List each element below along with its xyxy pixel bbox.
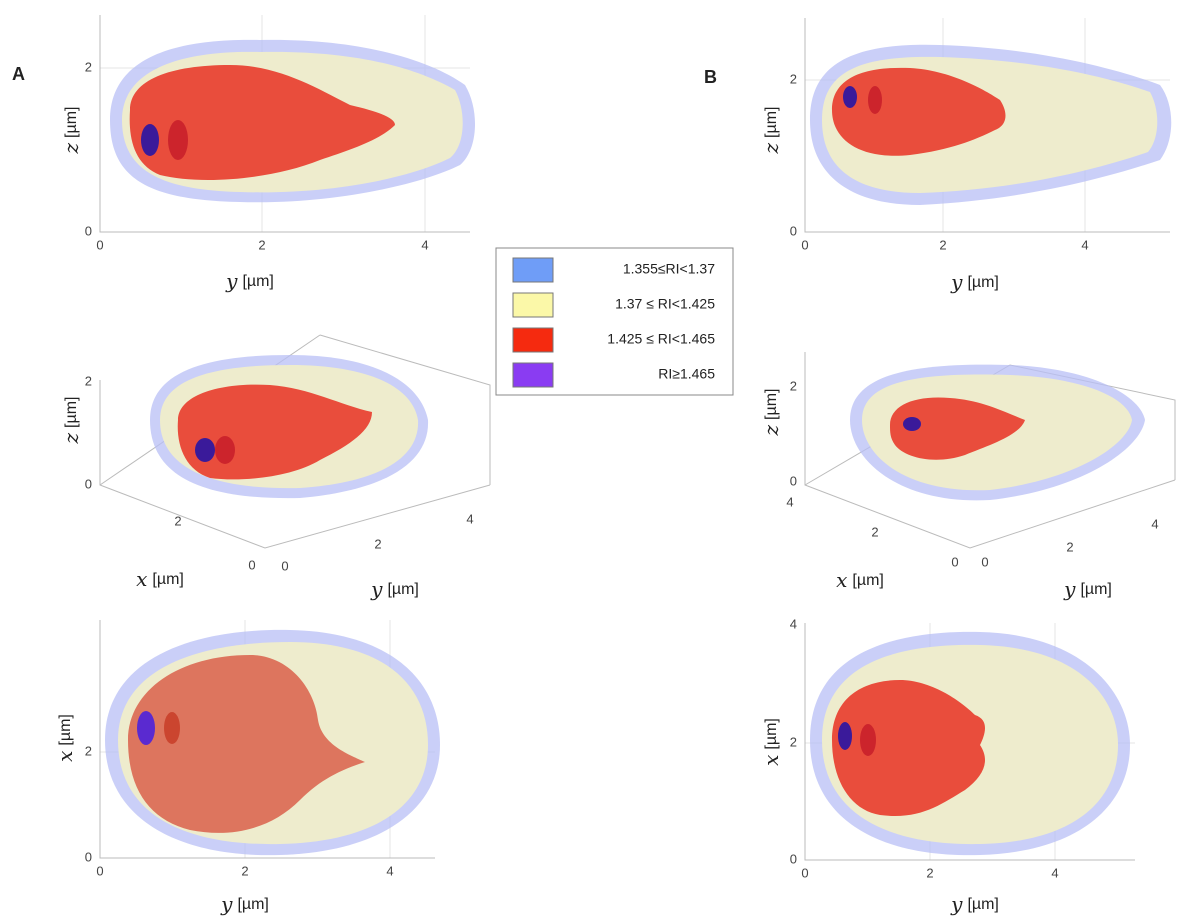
legend-label: RI≥1.465 [658,366,715,382]
axis-label: y[µm] [225,269,274,293]
axis-label: z[µm] [59,397,83,445]
tick-label: 4 [786,494,793,509]
tick-label: 2 [1066,539,1073,554]
panel-label: A [12,64,25,84]
tick-label: 4 [466,511,473,526]
tick-label: 2 [790,734,797,749]
legend-swatch [513,363,553,387]
tick-label: 0 [85,476,92,491]
tick-label: 2 [241,863,248,878]
tick-label: 4 [386,863,393,878]
plot-b-top: 0 2 0 2 4 y[µm] z[µm] [759,18,1172,294]
tick-label: 0 [801,237,808,252]
tick-label: 0 [85,849,92,864]
tick-label: 0 [951,554,958,569]
tick-label: 0 [790,473,797,488]
axis-label: x[µm] [759,718,783,766]
tick-label: 2 [258,237,265,252]
axis-label: z[µm] [759,389,783,437]
tick-label: 2 [939,237,946,252]
tick-label: 4 [421,237,428,252]
tick-label: 2 [790,378,797,393]
tick-label: 0 [96,237,103,252]
plot-b-3d: 2 0 4 2 0 0 2 4 x[µm] y[µm] z[µm] [759,352,1176,601]
axis-label: y[µm] [1063,577,1112,601]
plot-a-3d: 2 0 2 0 0 2 4 x[µm] y[µm] z[µm] [59,335,491,601]
axis-label: z[µm] [59,107,83,155]
tick-label: 2 [871,524,878,539]
legend-swatch [513,258,553,282]
legend: 1.355≤RI<1.37 1.37 ≤ RI<1.425 1.425 ≤ RI… [496,248,733,395]
tick-label: 2 [85,743,92,758]
plot-b-bottom: 0 2 4 0 2 4 y[µm] x[µm] [759,616,1136,915]
tick-label: 0 [981,554,988,569]
axis-label: y[µm] [950,270,999,294]
legend-swatch [513,328,553,352]
axis-label: y[µm] [220,892,269,916]
tick-label: 0 [790,223,797,238]
panel-label: B [704,67,717,87]
legend-label: 1.425 ≤ RI<1.465 [607,331,715,347]
tick-label: 4 [1081,237,1088,252]
plot-a-top: 0 2 0 2 4 y[µm] z[µm] [59,15,476,293]
tick-label: 0 [790,851,797,866]
axis-label: y[µm] [370,577,419,601]
tick-label: 0 [96,863,103,878]
axis-label: x[µm] [836,568,884,592]
tick-label: 4 [1051,865,1058,880]
tick-label: 4 [790,616,797,631]
axis-label: x[µm] [136,567,184,591]
tick-label: 2 [374,536,381,551]
legend-label: 1.37 ≤ RI<1.425 [615,296,715,312]
tick-label: 2 [85,373,92,388]
tick-label: 2 [85,59,92,74]
axis-label: y[µm] [950,892,999,916]
tick-label: 4 [1151,516,1158,531]
tick-label: 0 [85,223,92,238]
tick-label: 0 [248,557,255,572]
tick-label: 2 [790,71,797,86]
plot-a-bottom: 0 2 0 2 4 y[µm] x[µm] [53,620,441,916]
tick-label: 0 [801,865,808,880]
tick-label: 2 [174,513,181,528]
tick-label: 2 [926,865,933,880]
legend-swatch [513,293,553,317]
tick-label: 0 [281,558,288,573]
axis-label: z[µm] [759,107,783,155]
legend-label: 1.355≤RI<1.37 [623,261,715,277]
axis-label: x[µm] [53,714,77,762]
figure: A B 0 2 0 2 4 y[µm] z[µm] 2 0 2 0 0 2 4 … [0,0,1185,921]
